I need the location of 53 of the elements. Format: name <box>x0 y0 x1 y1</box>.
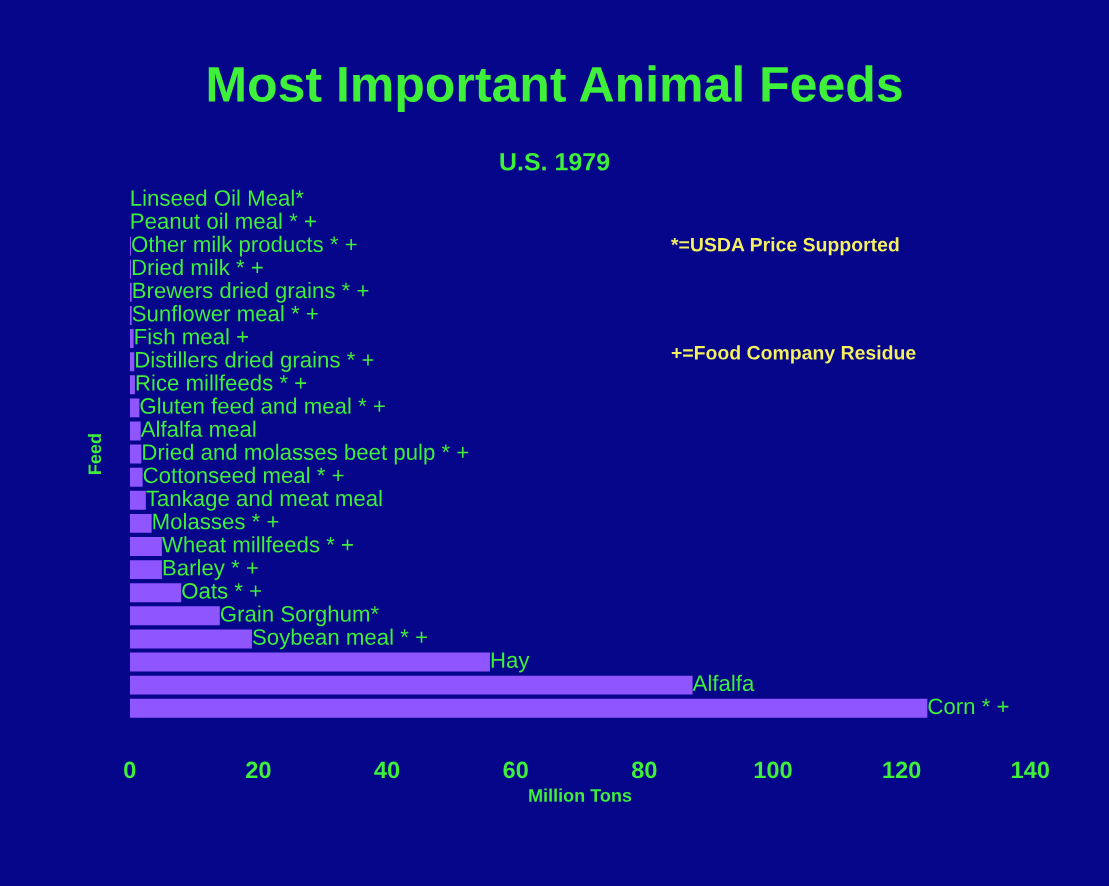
y-tick-label: Molasses * + <box>153 513 279 530</box>
annotation: +=Food Company Residue <box>671 345 916 364</box>
x-tick-label: 60 <box>503 761 528 779</box>
bar <box>129 583 182 603</box>
x-tick-label: 120 <box>883 761 921 779</box>
bar <box>129 629 252 649</box>
bar <box>129 490 146 510</box>
y-tick-label: Wheat millfeeds * + <box>162 536 353 553</box>
bar <box>129 698 928 718</box>
x-tick-label: 100 <box>754 761 792 779</box>
x-tick-label: 140 <box>1012 761 1049 779</box>
x-axis-title: Million Tons <box>529 788 632 802</box>
y-tick-label: Dried milk * + <box>132 258 263 276</box>
y-tick-label: Sunflower meal * + <box>132 305 318 322</box>
y-tick-label: Corn * + <box>928 698 1009 715</box>
bar <box>129 513 152 533</box>
bar <box>129 398 140 418</box>
x-tick-label: 80 <box>631 761 657 779</box>
y-tick-label: Gluten feed and meal * + <box>140 397 385 414</box>
y-tick-label: Brewers dried grains * + <box>133 281 369 303</box>
bar <box>129 652 490 672</box>
y-axis-title: Feed <box>87 434 102 474</box>
y-tick-label: Oats * + <box>182 582 262 599</box>
x-tick-label: 20 <box>246 761 271 779</box>
y-tick-label: Fish meal + <box>135 328 248 345</box>
bar <box>129 375 135 395</box>
y-tick-label: Dried and molasses beet pulp * + <box>143 443 469 465</box>
bar <box>129 606 220 626</box>
bar <box>129 675 693 695</box>
y-tick-label: Alfalfa meal <box>140 420 256 437</box>
y-tick-label: Grain Sorghum* <box>220 605 379 627</box>
y-tick-label: Other milk products * + <box>132 235 357 257</box>
y-tick-label: Tankage and meat meal <box>146 489 382 511</box>
y-tick-label: Distillers dried grains * + <box>136 351 374 373</box>
bar <box>129 560 162 580</box>
bar <box>129 329 134 349</box>
y-tick-label: Cottonseed meal * + <box>143 466 344 484</box>
annotation: *=USDA Price Supported <box>671 237 899 256</box>
bar <box>129 421 141 441</box>
bar <box>129 467 143 487</box>
y-tick-label: Soybean meal * + <box>252 628 427 650</box>
chart-title: Most Important Animal Feeds <box>208 65 902 112</box>
x-tick-label: 0 <box>124 761 136 779</box>
y-tick-label: Barley * + <box>163 559 258 580</box>
chart-subtitle: U.S. 1979 <box>500 152 610 171</box>
y-tick-label: Rice millfeeds * + <box>136 374 307 391</box>
y-tick-label: Peanut oil meal * + <box>131 212 316 229</box>
bar <box>129 537 162 556</box>
y-tick-label: Alfalfa <box>692 674 755 692</box>
y-tick-label: Linseed Oil Meal* <box>131 189 304 206</box>
x-tick-label: 40 <box>374 761 400 779</box>
y-tick-label: Hay <box>491 652 530 673</box>
bar <box>129 444 142 464</box>
